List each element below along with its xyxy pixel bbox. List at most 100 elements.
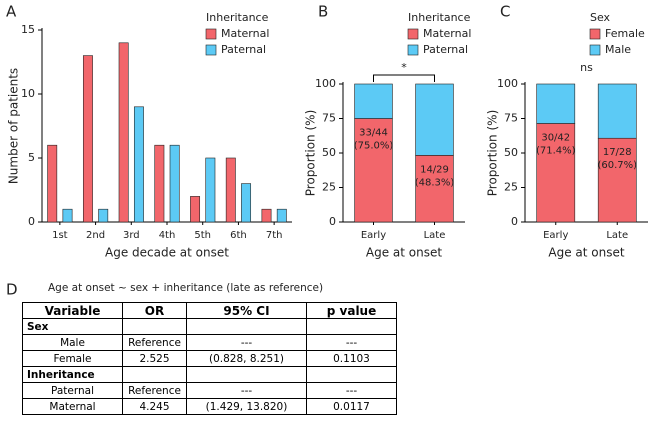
bar-segment [536,83,576,124]
table-cell: Male [22,334,123,351]
table-cell: --- [306,334,397,351]
y-tick-label: 75 [504,112,518,125]
x-tick-label: 4th [159,230,176,241]
legend-label: Male [605,43,631,56]
bar [133,106,144,223]
x-tick-label: 1st [52,230,68,241]
table-cell: OR [122,302,187,319]
y-tick-label: 0 [28,215,35,228]
legend-swatch [589,44,601,56]
table-cell [306,366,397,383]
legend-swatch [589,28,601,40]
significance-label: ns [580,61,593,74]
y-axis-label: Proportion (%) [304,110,318,197]
bar [98,208,109,223]
y-tick-label: 100 [497,77,518,90]
table-cell: Variable [22,302,123,319]
table-cell: Reference [122,334,187,351]
table-cell: (0.828, 8.251) [186,350,307,367]
table-cell: 0.0117 [306,398,397,415]
value-label: 17/28 [603,147,632,158]
y-tick-label: 15 [21,23,35,36]
bar [82,55,93,223]
x-tick-label: 6th [230,230,247,241]
x-axis-label: Age at onset [366,246,442,260]
bar-segment [415,83,454,156]
bar [241,183,252,223]
table-cell: Female [22,350,123,367]
bar-segment [415,155,454,223]
value-label: 33/44 [359,128,388,139]
legend-label: Female [605,27,645,40]
legend-swatch [205,28,217,40]
table-cell [306,318,397,335]
table-cell: p value [306,302,397,319]
y-tick-label: 0 [511,215,518,228]
value-label: (75.0%) [354,141,394,152]
table-cell: Paternal [22,382,123,399]
x-tick-label: Early [361,230,386,241]
legend-swatch [407,28,419,40]
table-title: Age at onset ~ sex + inheritance (late a… [48,282,323,294]
x-tick-label: 2nd [86,230,105,241]
legend-label: Maternal [423,27,471,40]
table-row: Variable OR 95% CI p value [22,302,397,319]
y-tick-label: 0 [329,215,336,228]
panel-letter: D [6,281,18,299]
value-label: 30/42 [541,132,570,143]
y-tick-label: 50 [322,146,336,159]
bar [47,144,58,223]
x-tick-label: 5th [194,230,211,241]
y-axis-label: Proportion (%) [486,110,500,197]
legend-swatch [407,44,419,56]
table-cell: 4.245 [122,398,187,415]
y-tick-label: 5 [28,151,35,164]
bar-segment [354,118,393,223]
legend-swatch [205,44,217,56]
x-tick-label: Late [606,230,628,241]
value-label: 14/29 [420,164,449,175]
y-tick-label: 25 [322,181,336,194]
bar [118,42,129,223]
legend-title: Inheritance [206,11,269,24]
significance-bracket [373,74,435,82]
results-table: Variable OR 95% CI p value Sex Male Reference -… [22,302,397,415]
bar-segment [354,83,393,119]
value-label: (60.7%) [597,160,637,171]
legend-label: Paternal [221,43,266,56]
x-axis-label: Age at onset [548,246,624,260]
y-tick-label: 10 [21,87,35,100]
panel-letter: B [318,3,328,21]
table-row: Inheritance [22,366,397,383]
bar [276,208,287,223]
bar [169,144,180,223]
table-cell [122,318,187,335]
table-row: Male Reference --- --- [22,334,397,351]
y-tick-label: 50 [504,146,518,159]
table-cell: --- [186,334,307,351]
table-cell: Reference [122,382,187,399]
table-cell: (1.429, 13.820) [186,398,307,415]
table-row: Sex [22,318,397,335]
legend-label: Paternal [423,43,468,56]
x-axis-label: Age decade at onset [105,246,229,260]
legend-title: Sex [590,11,611,24]
x-tick-label: Late [424,230,446,241]
table-cell: --- [186,382,307,399]
table-cell: --- [306,382,397,399]
table-cell: 0.1103 [306,350,397,367]
y-tick-label: 75 [322,112,336,125]
table-cell: Maternal [22,398,123,415]
x-tick-label: 3rd [123,230,140,241]
bar [225,157,236,223]
table-row: Maternal 4.245 (1.429, 13.820) 0.0117 [22,398,397,415]
bar [62,208,73,223]
table-cell: 95% CI [186,302,307,319]
panel-letter: C [500,3,510,21]
table-cell [122,366,187,383]
x-tick-label: 7th [266,230,283,241]
table-row: Paternal Reference --- --- [22,382,397,399]
bar [154,144,165,223]
